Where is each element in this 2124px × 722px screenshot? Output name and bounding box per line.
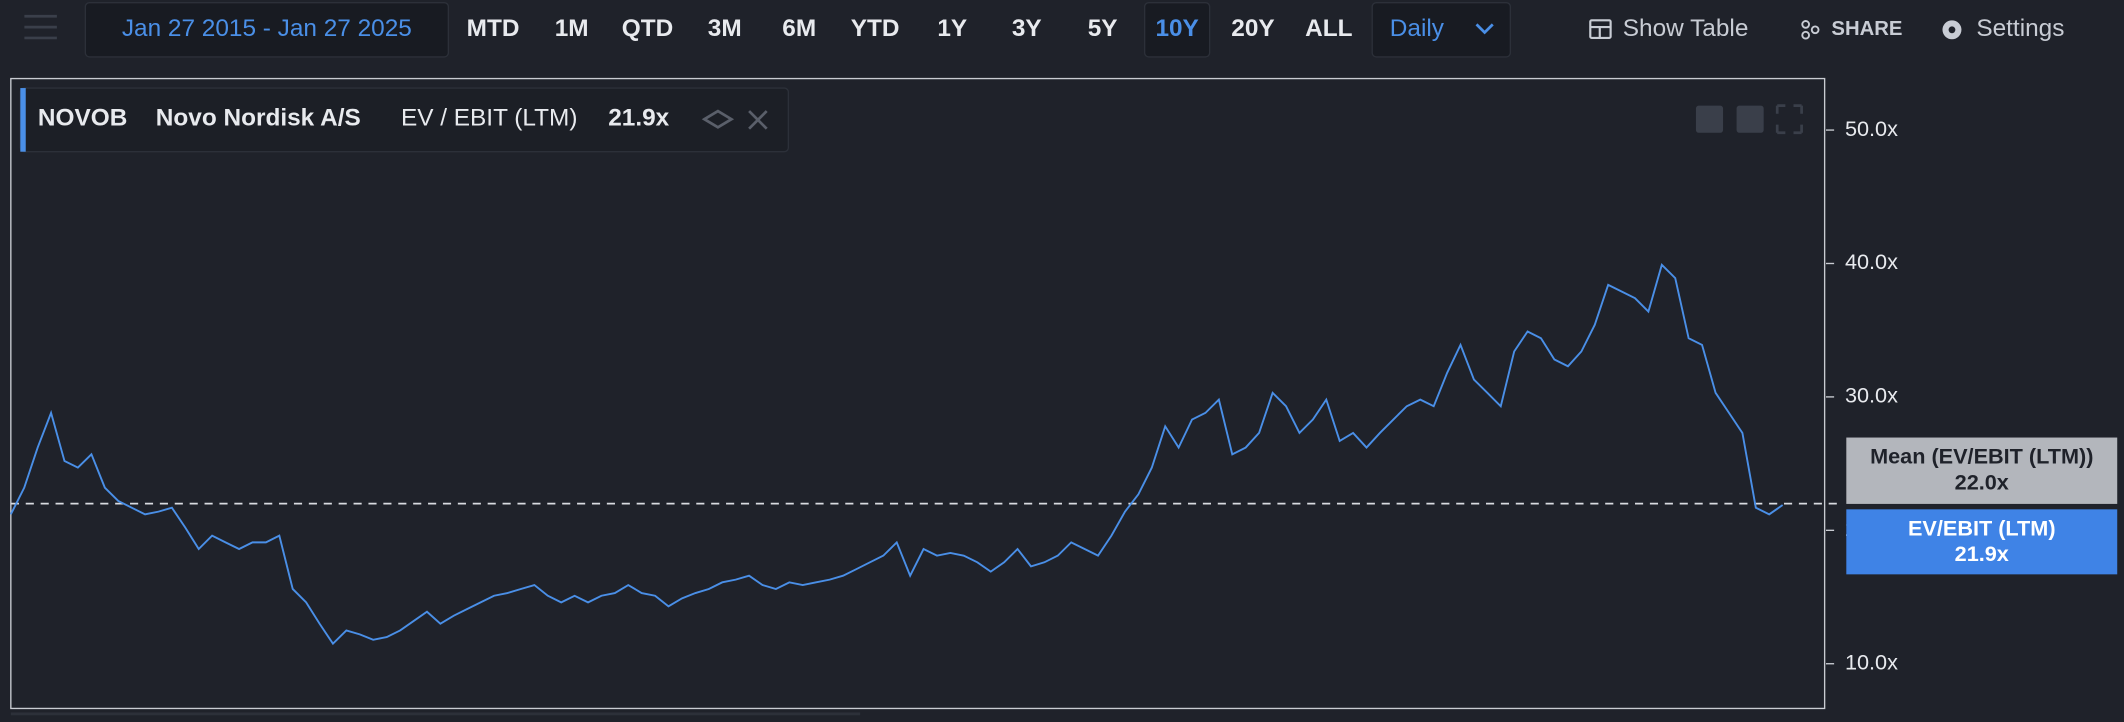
range-button[interactable]: 20Y: [1231, 15, 1274, 42]
series-line: [9, 263, 1784, 646]
date-range[interactable]: Jan 27 2015 - Jan 27 2025: [122, 15, 412, 42]
range-button[interactable]: YTD: [851, 15, 900, 42]
range-button[interactable]: 1Y: [937, 15, 967, 42]
legend-ticker: NOVOB: [38, 105, 127, 132]
legend-company: Novo Nordisk A/S: [156, 105, 361, 132]
y-tick-label: 30.0x: [1845, 383, 1898, 408]
settings-icon: [1942, 20, 1962, 40]
chevron: [1475, 23, 1494, 35]
y-tick-label: 50.0x: [1845, 116, 1898, 141]
series-name: EV/EBIT (LTM): [1908, 515, 2056, 540]
share[interactable]: SHARE: [1831, 18, 1902, 40]
back-icon[interactable]: [24, 14, 57, 40]
mean-value: 22.0x: [1955, 469, 2009, 494]
last-value-box: [1846, 509, 2118, 575]
interval-dropdown[interactable]: [1371, 2, 1512, 58]
table-icon: [1589, 19, 1612, 40]
legend-value: 21.9x: [608, 105, 669, 132]
mean-box: [1846, 437, 2118, 504]
range-button[interactable]: MTD: [467, 15, 520, 42]
date-range-box[interactable]: [84, 2, 450, 58]
show-table[interactable]: Show Table: [1623, 15, 1749, 42]
range-button[interactable]: 10Y: [1155, 15, 1198, 42]
range-button[interactable]: 6M: [782, 15, 816, 42]
range-button[interactable]: QTD: [622, 15, 673, 42]
range-button[interactable]: 5Y: [1088, 15, 1118, 42]
range-button[interactable]: 3Y: [1012, 15, 1042, 42]
interval[interactable]: Daily: [1390, 15, 1445, 42]
y-tick-label: 40.0x: [1845, 249, 1898, 274]
range-selected-box[interactable]: [1143, 2, 1211, 58]
last-value: 21.9x: [1955, 541, 2009, 566]
range-button[interactable]: 3M: [708, 15, 742, 42]
range-button[interactable]: ALL: [1305, 15, 1352, 42]
y-tick-label: 10.0x: [1845, 649, 1898, 674]
mean-label: Mean (EV/EBIT (LTM)): [1870, 444, 2093, 469]
legend-metric: EV / EBIT (LTM): [401, 105, 578, 132]
settings[interactable]: Settings: [1976, 15, 2064, 42]
range-button[interactable]: 1M: [555, 15, 589, 42]
legend-icons[interactable]: [701, 109, 768, 130]
legend-accent: [20, 88, 26, 152]
panel-icons[interactable]: [1695, 104, 1803, 135]
plot-frame: [10, 77, 1826, 710]
share-icon: [1801, 20, 1820, 40]
